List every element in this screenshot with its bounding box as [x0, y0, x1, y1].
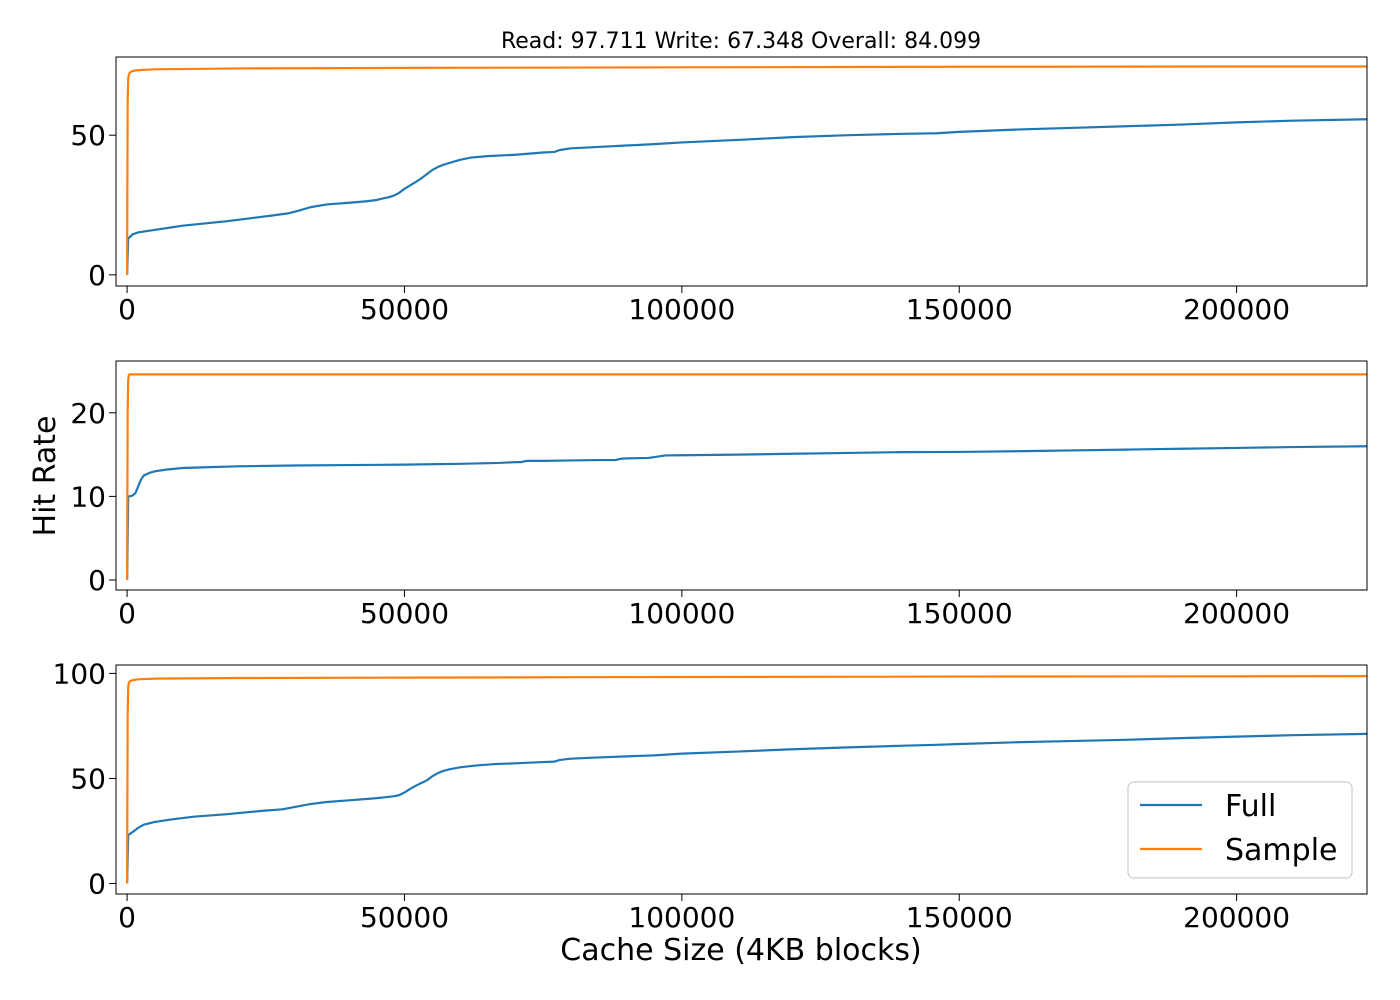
x-tick-label: 0: [118, 597, 136, 630]
y-axis-label: Hit Rate: [28, 416, 63, 537]
y-tick-label: 0: [88, 259, 106, 292]
x-tick-label: 50000: [360, 293, 449, 326]
y-tick-label: 50: [70, 762, 106, 795]
series-line-sample-overall: [126, 675, 1367, 884]
y-tick-label: 100: [53, 657, 106, 690]
x-tick-label: 50000: [360, 901, 449, 934]
y-tick-label: 0: [88, 867, 106, 900]
legend: Full Sample: [1127, 781, 1353, 879]
x-tick-label: 100000: [628, 597, 735, 630]
series-line-full-read: [126, 118, 1367, 275]
x-tick-label: 0: [118, 293, 136, 326]
x-tick-label: 150000: [906, 597, 1013, 630]
x-tick-label: 100000: [628, 901, 735, 934]
panel-read: 0 50000 100000 150000 200000 0 50: [70, 56, 1368, 326]
series-line-full-write: [126, 445, 1367, 580]
panel-write: 0 50000 100000 150000 200000 0 10 20: [70, 360, 1368, 630]
plot-frame-write: [115, 360, 1368, 591]
x-tick-label: 200000: [1183, 597, 1290, 630]
y-tick-label: 10: [70, 480, 106, 513]
x-tick-label: 100000: [628, 293, 735, 326]
x-tick-label: 0: [118, 901, 136, 934]
x-tick-label: 50000: [360, 597, 449, 630]
series-line-sample-write: [126, 373, 1367, 580]
panel-overall: 0 50000 100000 150000 200000 0 50 100: [53, 657, 1368, 934]
series-line-full-overall: [126, 732, 1367, 884]
x-tick-label: 150000: [906, 901, 1013, 934]
chart-title: Read: 97.711 Write: 67.348 Overall: 84.0…: [501, 29, 981, 54]
legend-label-full: Full: [1225, 789, 1276, 824]
y-tick-label: 20: [70, 397, 106, 430]
x-axis-label: Cache Size (4KB blocks): [560, 933, 921, 968]
y-tick-label: 0: [88, 564, 106, 597]
legend-label-sample: Sample: [1225, 833, 1338, 868]
x-tick-label: 200000: [1183, 293, 1290, 326]
x-tick-label: 200000: [1183, 901, 1290, 934]
x-tick-label: 150000: [906, 293, 1013, 326]
plot-frame-overall: [115, 664, 1368, 895]
series-line-sample-read: [126, 65, 1367, 275]
y-tick-label: 50: [70, 119, 106, 152]
plot-frame-read: [115, 56, 1368, 287]
